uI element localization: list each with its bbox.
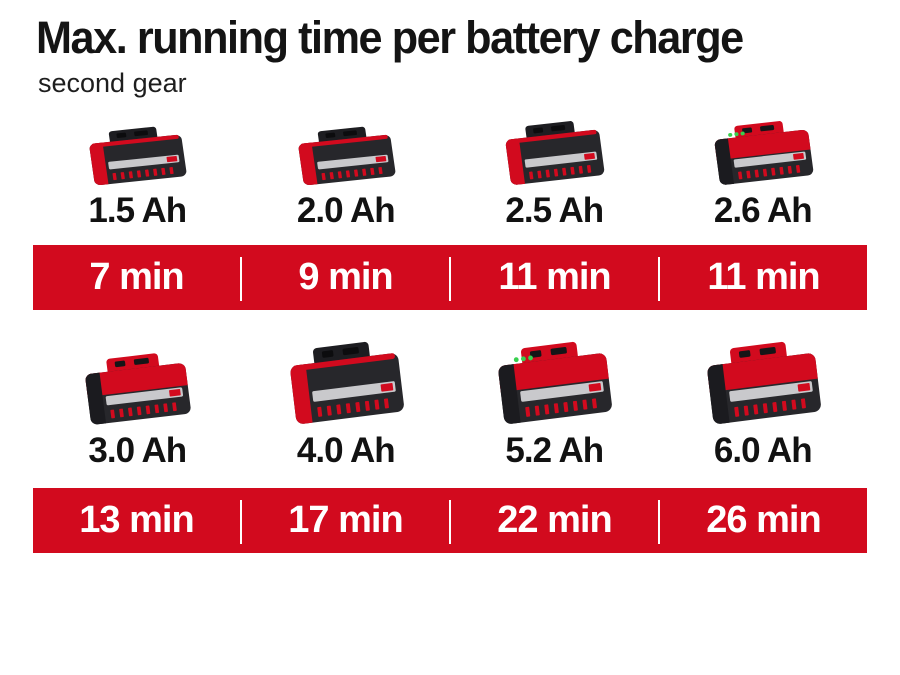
- battery-icon: [87, 123, 188, 186]
- battery-row-1: 1.5 Ah 2.0 Ah 2.5 Ah 2.6 Ah: [33, 112, 867, 230]
- battery-image-6-0ah: [695, 337, 831, 428]
- band-divider: [240, 499, 242, 544]
- battery-column: 4.0 Ah: [242, 336, 451, 470]
- battery-icon: [503, 117, 606, 186]
- battery-image-4-0ah: [278, 337, 414, 428]
- battery-capacity-label: 4.0 Ah: [296, 430, 396, 470]
- battery-column: 5.2 Ah: [450, 336, 659, 470]
- time-value: 17 min: [288, 499, 403, 541]
- battery-capacity-label: 1.5 Ah: [88, 190, 187, 230]
- battery-column: 3.0 Ah: [33, 336, 242, 470]
- time-value: 26 min: [706, 499, 821, 541]
- battery-capacity-label: 2.0 Ah: [296, 190, 396, 230]
- band-divider: [449, 256, 451, 301]
- time-value: 7 min: [89, 256, 184, 298]
- battery-column: 2.6 Ah: [659, 112, 868, 230]
- battery-icon: [296, 123, 396, 186]
- page-title: Max. running time per battery charge: [36, 12, 744, 63]
- battery-column: 6.0 Ah: [659, 336, 868, 470]
- time-value: 11 min: [707, 256, 820, 298]
- battery-image-5-2ah: [486, 337, 622, 428]
- band-divider: [658, 499, 660, 544]
- band-divider: [449, 499, 451, 544]
- time-value: 9 min: [298, 256, 393, 298]
- time-band-row-1: 7 min 9 min 11 min 11 min: [33, 245, 867, 310]
- battery-icon: [712, 117, 814, 186]
- battery-capacity-label: 2.6 Ah: [713, 190, 813, 230]
- battery-icon: [496, 337, 613, 425]
- battery-image-3-0ah: [74, 349, 200, 428]
- battery-column: 1.5 Ah: [33, 112, 242, 230]
- band-divider: [658, 256, 660, 301]
- battery-icon: [704, 337, 822, 425]
- battery-image-1-5ah: [79, 123, 195, 188]
- page-subtitle: second gear: [38, 68, 187, 98]
- time-value: 11 min: [498, 256, 611, 298]
- battery-image-2-6ah: [704, 117, 822, 188]
- time-value: 22 min: [497, 499, 612, 541]
- battery-icon: [287, 337, 405, 425]
- battery-image-2-0ah: [288, 123, 404, 188]
- battery-column: 2.5 Ah: [450, 112, 659, 230]
- battery-capacity-label: 6.0 Ah: [713, 430, 813, 470]
- band-divider: [240, 256, 242, 301]
- time-value: 13 min: [79, 499, 194, 541]
- time-band-row-2: 13 min 17 min 22 min 26 min: [33, 488, 867, 553]
- battery-row-2: 3.0 Ah 4.0 Ah 5.2 Ah 6.0 Ah: [33, 336, 867, 470]
- battery-column: 2.0 Ah: [242, 112, 451, 230]
- battery-capacity-label: 5.2 Ah: [505, 430, 604, 470]
- battery-capacity-label: 3.0 Ah: [88, 430, 187, 470]
- battery-capacity-label: 2.5 Ah: [505, 190, 604, 230]
- battery-image-2-5ah: [495, 117, 613, 188]
- battery-icon: [83, 349, 192, 425]
